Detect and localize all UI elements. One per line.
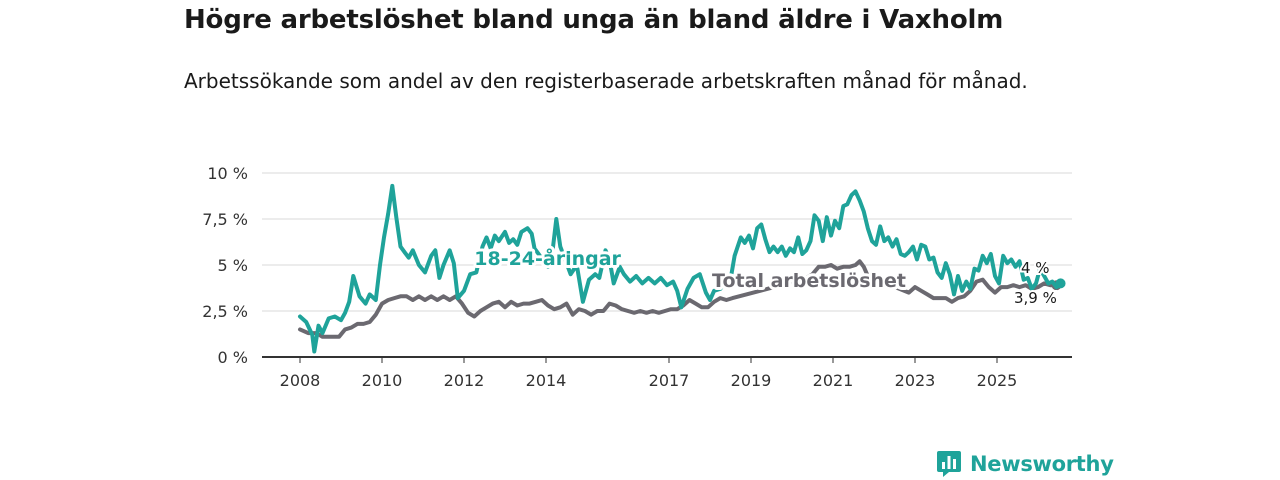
x-tick-label: 2017: [649, 371, 690, 390]
chart-subtitle: Arbetssökande som andel av den registerb…: [184, 69, 1028, 93]
y-tick-label: 5 %: [218, 256, 248, 275]
x-tick-label: 2008: [280, 371, 321, 390]
end-label-youth: 4 %: [1021, 259, 1050, 277]
series-line-total: [298, 259, 1059, 339]
line-chart: 0 % 2,5 % 5 % 7,5 % 10 % 2008 2010 2012 2014 201…: [202, 164, 1072, 390]
series-end-point: [1055, 278, 1066, 289]
series-label-total: Total arbetslöshet: [712, 270, 906, 292]
y-tick-label: 7,5 %: [202, 210, 248, 229]
y-axis: 0 % 2,5 % 5 % 7,5 % 10 %: [202, 164, 248, 367]
y-tick-label: 10 %: [207, 164, 248, 183]
series-label-youth: 18-24-åringar: [474, 246, 621, 270]
y-tick-label: 0 %: [218, 348, 248, 367]
x-tick-label: 2019: [731, 371, 772, 390]
chart-title: Högre arbetslöshet bland unga än bland ä…: [184, 5, 1004, 35]
x-tick-label: 2025: [977, 371, 1018, 390]
end-label-total: 3,9 %: [1014, 289, 1057, 307]
newsworthy-logo-icon: [937, 451, 961, 477]
x-tick-label: 2010: [362, 371, 403, 390]
newsworthy-brand[interactable]: Newsworthy: [936, 448, 1114, 480]
series-labels: 18-24-åringar Total arbetslöshet 4 % 3,9 %: [471, 243, 1059, 309]
x-tick-label: 2023: [895, 371, 936, 390]
x-axis: 2008 2010 2012 2014 2017 2019 2021 2023 2025: [262, 356, 1072, 390]
brand-name: Newsworthy: [970, 452, 1114, 476]
x-tick-label: 2012: [444, 371, 485, 390]
series-line-youth: [298, 183, 1063, 354]
y-tick-label: 2,5 %: [202, 302, 248, 321]
x-tick-label: 2021: [813, 371, 854, 390]
series-lines: [298, 183, 1066, 354]
x-tick-label: 2014: [526, 371, 567, 390]
